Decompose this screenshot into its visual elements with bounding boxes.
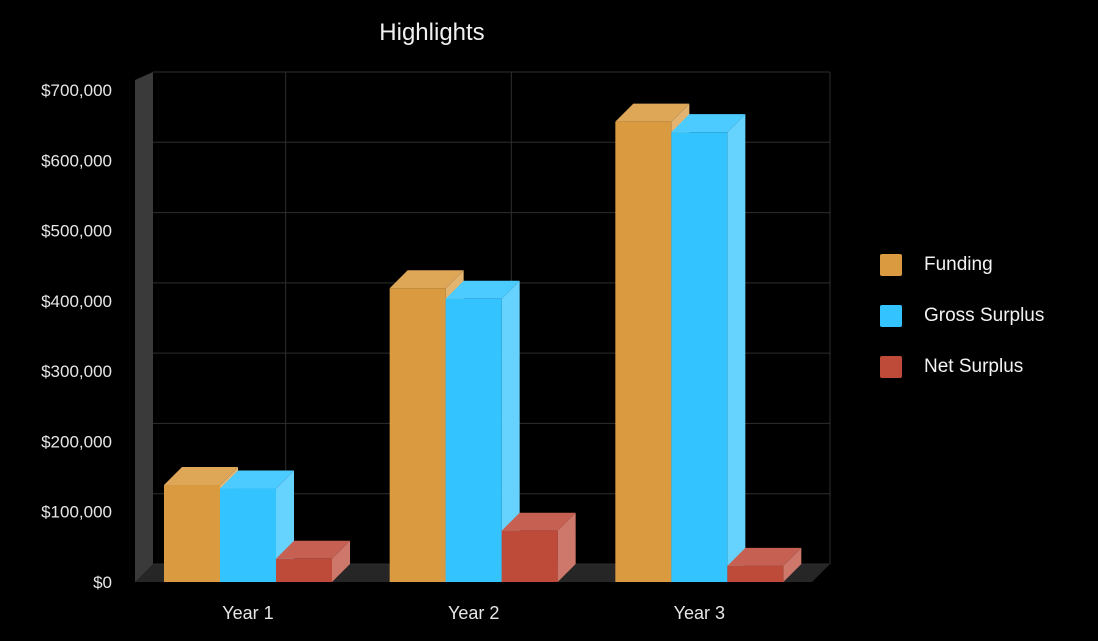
y-tick-label: $700,000 [41, 81, 112, 100]
bar-gross-surplus [445, 298, 502, 582]
y-tick-label: $600,000 [41, 151, 112, 170]
bar-gross-surplus [671, 132, 728, 582]
bar-net-surplus [727, 565, 784, 582]
bar-net-surplus [276, 558, 332, 582]
legend-swatch-net-surplus [880, 356, 902, 378]
bar-side [501, 280, 520, 582]
x-tick-label: Year 3 [674, 603, 725, 623]
y-tick-label: $0 [93, 573, 112, 592]
x-tick-label: Year 1 [222, 603, 273, 623]
bar-top [389, 270, 464, 289]
bar-side [727, 114, 746, 583]
y-tick-label: $100,000 [41, 503, 112, 522]
y-tick-label: $500,000 [41, 222, 112, 241]
bar-side [332, 540, 350, 582]
bar-top [220, 470, 294, 489]
legend-swatch-gross-surplus [880, 305, 902, 327]
bar-top [501, 512, 576, 531]
plot-area: $0 $100,000 $200,000 $300,000 $400,000 $500,0… [41, 71, 831, 623]
legend-item-net-surplus: Net Surplus [880, 356, 1044, 378]
legend-label-gross-surplus: Gross Surplus [924, 305, 1045, 326]
legend-swatch-funding [880, 254, 902, 276]
bar-top [276, 540, 350, 559]
bar-funding [389, 288, 446, 582]
bar-top [445, 280, 520, 299]
bar-funding [164, 485, 220, 582]
legend-label-funding: Funding [924, 254, 993, 275]
bar-top [615, 103, 690, 122]
legend: Funding Gross Surplus Net Surplus [880, 254, 1045, 408]
bar-top [164, 467, 238, 486]
bar-gross-surplus [220, 488, 276, 582]
bar-side [557, 512, 576, 582]
bar-net-surplus [501, 530, 558, 582]
bar-top [671, 114, 746, 133]
x-tick-label: Year 2 [448, 603, 499, 623]
chart-title: Highlights [379, 19, 484, 46]
bar-side [783, 547, 802, 582]
bar-funding [615, 121, 672, 582]
left-wall [135, 72, 153, 582]
legend-item-gross-surplus: Gross Surplus [880, 305, 1045, 327]
legend-item-funding: Funding [880, 254, 1044, 276]
y-tick-label: $400,000 [41, 292, 112, 311]
bar-top [727, 547, 802, 566]
y-tick-label: $200,000 [41, 432, 112, 451]
legend-label-net-surplus: Net Surplus [924, 356, 1024, 377]
y-tick-label: $300,000 [41, 362, 112, 381]
